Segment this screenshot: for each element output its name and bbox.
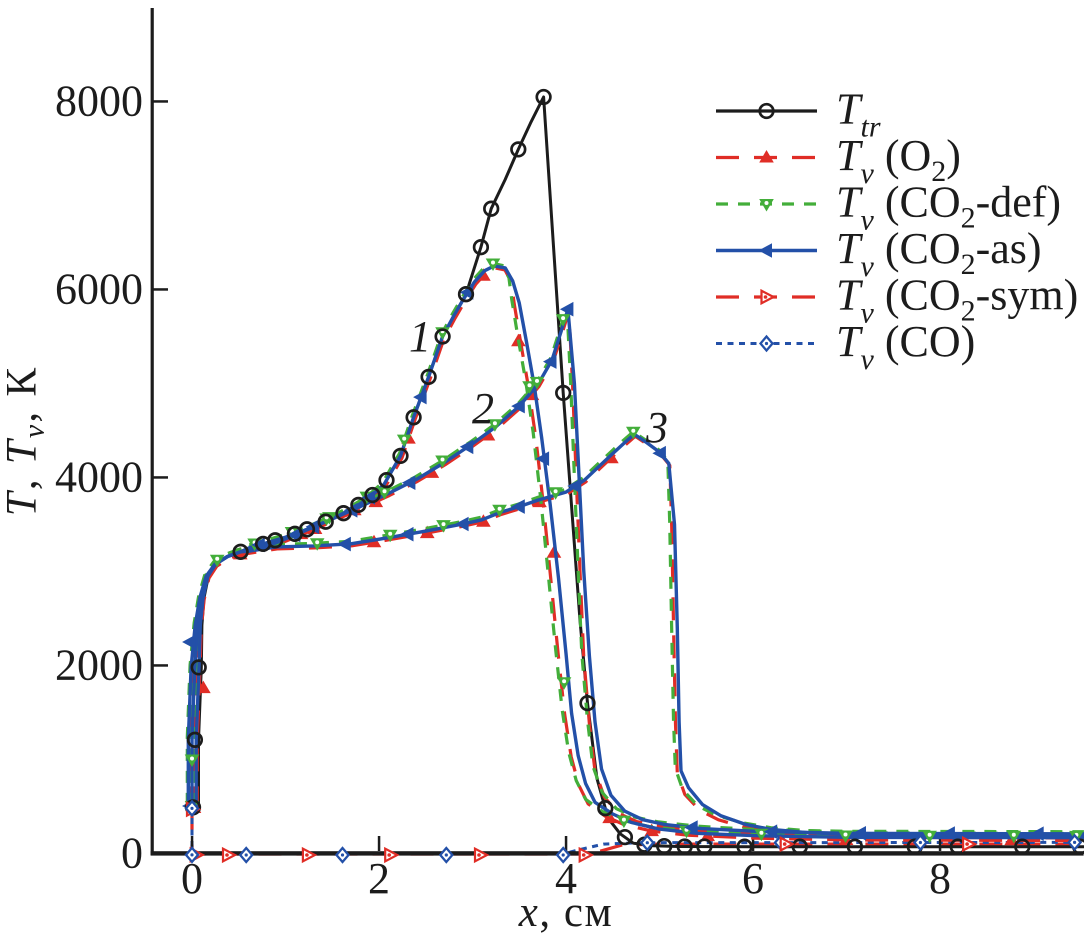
svg-text:0: 0 xyxy=(181,854,203,903)
svg-text:Tv (CO2-as): Tv (CO2-as) xyxy=(836,224,1042,283)
svg-text:4000: 4000 xyxy=(55,453,143,502)
svg-text:8: 8 xyxy=(929,854,951,903)
svg-text:Tv (CO2-def): Tv (CO2-def) xyxy=(836,178,1061,237)
svg-text:2000: 2000 xyxy=(55,641,143,690)
svg-text:6: 6 xyxy=(742,854,764,903)
svg-text:x, см: x, см xyxy=(518,889,613,936)
svg-text:0: 0 xyxy=(121,829,143,878)
svg-text:6000: 6000 xyxy=(55,265,143,314)
svg-text:8000: 8000 xyxy=(55,77,143,126)
svg-text:1: 1 xyxy=(409,312,431,361)
svg-text:Ttr: Ttr xyxy=(836,85,881,144)
svg-text:Tv (O2): Tv (O2) xyxy=(836,131,961,190)
svg-text:2: 2 xyxy=(472,384,494,433)
svg-text:3: 3 xyxy=(645,403,668,452)
svg-text:Tv (CO2-sym): Tv (CO2-sym) xyxy=(836,271,1078,330)
svg-text:Tv (CO): Tv (CO) xyxy=(836,317,975,376)
svg-text:2: 2 xyxy=(368,854,390,903)
svg-text:T, Tv, К: T, Tv, К xyxy=(0,366,51,516)
svg-text:4: 4 xyxy=(555,854,577,903)
